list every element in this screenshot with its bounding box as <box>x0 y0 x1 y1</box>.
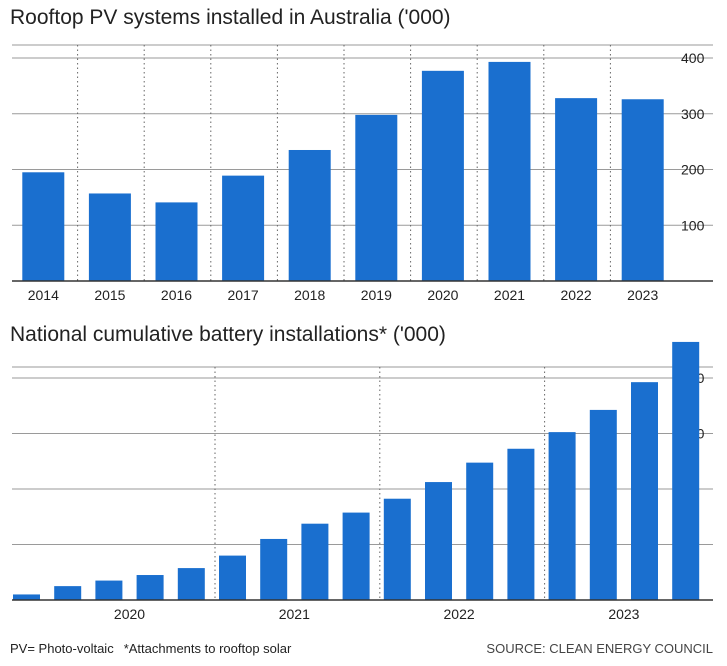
battery-bar <box>54 586 82 600</box>
battery-bar <box>13 594 40 600</box>
pv-x-tick-label: 2020 <box>427 287 458 303</box>
battery-x-year-label: 2022 <box>444 606 475 622</box>
pv-bar <box>155 202 198 281</box>
battery-bar <box>301 523 329 600</box>
pv-chart-title: Rooftop PV systems installed in Australi… <box>10 6 451 29</box>
pv-x-tick-label: 2023 <box>627 287 658 303</box>
battery-bar <box>425 482 452 600</box>
pv-y-tick-label: 400 <box>681 50 705 66</box>
pv-footnote: PV= Photo-voltaic <box>10 641 114 656</box>
battery-bar <box>672 341 700 600</box>
pv-x-tick-label: 2021 <box>494 287 525 303</box>
battery-bar <box>260 538 288 600</box>
pv-bar-chart: 100 200 300 400 2014 2015 2016 2017 2018 2019 2020… <box>12 44 713 303</box>
pv-y-tick-label: 300 <box>681 106 705 122</box>
battery-bar <box>219 555 246 600</box>
source-credit: SOURCE: CLEAN ENERGY COUNCIL <box>486 641 713 656</box>
battery-x-year-label: 2021 <box>279 606 310 622</box>
pv-x-tick-label: 2015 <box>94 287 125 303</box>
pv-bar <box>288 149 331 281</box>
pv-bar <box>488 61 531 282</box>
battery-bar <box>589 409 617 600</box>
battery-footnote: *Attachments to rooftop solar <box>123 641 292 656</box>
pv-x-tick-label: 2017 <box>228 287 259 303</box>
pv-bar <box>222 175 265 281</box>
battery-bar-chart: 40801201602020202120222023 <box>12 341 713 622</box>
pv-x-tick-label: 2018 <box>294 287 325 303</box>
battery-bar <box>466 462 494 600</box>
battery-bar <box>95 580 123 600</box>
pv-y-tick-label: 100 <box>681 217 705 233</box>
battery-x-year-label: 2023 <box>608 606 639 622</box>
battery-bar <box>136 575 164 600</box>
battery-bar <box>383 498 411 600</box>
pv-y-tick-label: 200 <box>681 162 705 178</box>
pv-x-tick-label: 2022 <box>561 287 592 303</box>
pv-x-tick-label: 2016 <box>161 287 192 303</box>
battery-bar <box>507 448 535 600</box>
pv-bar <box>355 114 398 282</box>
battery-bar <box>548 432 576 600</box>
pv-bar <box>621 99 664 281</box>
footnotes: PV= Photo-voltaic *Attachments to rooftop… <box>10 641 291 656</box>
battery-chart-title: National cumulative battery installation… <box>10 323 446 346</box>
pv-bar <box>421 70 464 281</box>
battery-x-year-label: 2020 <box>114 606 145 622</box>
pv-bar <box>22 172 65 281</box>
pv-bar <box>88 193 131 281</box>
pv-bar <box>555 98 598 281</box>
battery-bar <box>177 568 205 600</box>
pv-x-tick-label: 2019 <box>361 287 392 303</box>
battery-bar <box>342 512 370 600</box>
battery-bar <box>631 382 658 600</box>
pv-x-tick-label: 2014 <box>28 287 59 303</box>
